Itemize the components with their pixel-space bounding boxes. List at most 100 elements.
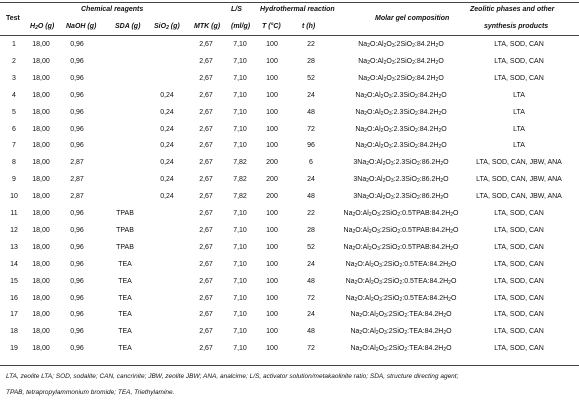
cell-molar: Na2O:Al2O3:2SiO2:0.5TPAB:84.2H2O	[343, 210, 459, 218]
cell-sio2: 0,24	[160, 159, 174, 167]
cell-products: LTA, SOD, CAN	[494, 345, 544, 353]
cell-naoh: 2,87	[70, 176, 84, 184]
cell-test: 15	[10, 277, 18, 285]
cell-h2o: 18,00	[32, 260, 50, 268]
cell-sio2: 0,24	[160, 108, 174, 116]
cell-molar: Na2O:Al2O3:2SiO2:0.5TEA:84.2H2O	[345, 277, 457, 286]
cell-test: 4	[12, 91, 16, 99]
cell-naoh: 0,96	[70, 243, 84, 251]
cell-products: LTA	[513, 91, 525, 99]
cell-molar: Na2O:Al2O3:2SiO2:TEA:84.2H2O	[350, 328, 452, 337]
cell-t: 100	[266, 74, 278, 82]
cell-test: 14	[10, 260, 18, 268]
cell-molar: Na2O:Al2O3:2SiO2:84.2H2O	[358, 74, 444, 83]
cell-th: 48	[307, 193, 315, 201]
header-test: Test	[6, 15, 20, 22]
cell-products: LTA, SOD, CAN	[494, 311, 544, 319]
cell-mtk: 2,67	[199, 294, 213, 302]
cell-naoh: 0,96	[70, 226, 84, 234]
cell-molar: Na2O:Al2O3:2SiO2:0.5TPAB:84.2H2O	[343, 243, 459, 252]
header-sio2: SiO2 (g)	[154, 23, 180, 31]
cell-h2o: 18,00	[32, 108, 50, 116]
cell-products: LTA, SOD, CAN	[494, 74, 544, 82]
cell-molar: Na2O:Al2O3:2SiO2:0.5TPAB:84.2H2O	[343, 226, 459, 235]
cell-ls: 7,10	[233, 260, 247, 268]
cell-th: 72	[307, 345, 315, 353]
cell-mtk: 2,67	[199, 345, 213, 353]
cell-naoh: 0,96	[70, 260, 84, 268]
cell-mtk: 2,67	[199, 243, 213, 251]
header-ls: L/S	[231, 6, 242, 13]
cell-ls: 7,10	[233, 91, 247, 99]
cell-th: 96	[307, 142, 315, 150]
cell-ls: 7,10	[233, 294, 247, 302]
cell-t: 200	[266, 176, 278, 184]
cell-naoh: 0,96	[70, 57, 84, 65]
cell-products: LTA, SOD, CAN	[494, 328, 544, 336]
cell-products: LTA, SOD, CAN	[494, 210, 544, 217]
cell-products: LTA	[513, 108, 525, 116]
footnote-abbreviations-2: TPAB, tetrapropylammonium bromide; TEA, …	[6, 389, 175, 396]
cell-products: LTA, SOD, CAN, JBW, ANA	[476, 159, 562, 167]
cell-molar: Na2O:Al2O3:2.3SiO2:84.2H2O	[355, 91, 447, 100]
cell-th: 28	[307, 57, 315, 65]
cell-h2o: 18,00	[32, 328, 50, 336]
cell-mtk: 2,67	[199, 41, 213, 48]
cell-products: LTA, SOD, CAN	[494, 294, 544, 302]
cell-products: LTA, SOD, CAN	[494, 260, 544, 268]
cell-h2o: 18,00	[32, 311, 50, 319]
cell-h2o: 18,00	[32, 74, 50, 82]
cell-molar: 3Na2O:Al2O3:2.3SiO2:86.2H2O	[353, 193, 449, 202]
cell-mtk: 2,67	[199, 260, 213, 268]
cell-th: 28	[307, 226, 315, 234]
cell-ls: 7,10	[233, 57, 247, 65]
cell-ls: 7,82	[233, 159, 247, 167]
cell-h2o: 18,00	[32, 226, 50, 234]
cell-mtk: 2,67	[199, 193, 213, 201]
cell-test: 3	[12, 74, 16, 82]
cell-sda: TEA	[118, 260, 132, 268]
cell-sda: TEA	[118, 311, 132, 319]
cell-t: 100	[266, 91, 278, 99]
cell-test: 11	[10, 210, 18, 217]
cell-ls: 7,10	[233, 277, 247, 285]
cell-t: 100	[266, 260, 278, 268]
cell-t: 100	[266, 294, 278, 302]
header-ml-g: (ml/g)	[231, 23, 251, 30]
cell-th: 72	[307, 294, 315, 302]
cell-products: LTA, SOD, CAN, JBW, ANA	[476, 176, 562, 184]
cell-t: 100	[266, 277, 278, 285]
cell-sio2: 0,24	[160, 176, 174, 184]
cell-test: 6	[12, 125, 16, 133]
cell-sio2: 0,24	[160, 193, 174, 201]
cell-naoh: 0,96	[70, 91, 84, 99]
cell-ls: 7,10	[233, 142, 247, 150]
cell-t: 200	[266, 193, 278, 201]
cell-naoh: 0,96	[70, 210, 84, 217]
cell-mtk: 2,67	[199, 226, 213, 234]
cell-test: 7	[12, 142, 16, 150]
cell-th: 52	[307, 74, 315, 82]
cell-products: LTA, SOD, CAN	[494, 57, 544, 65]
cell-test: 13	[10, 243, 18, 251]
cell-th: 22	[307, 210, 315, 217]
cell-sio2: 0,24	[160, 91, 174, 99]
cell-t: 100	[266, 142, 278, 150]
cell-h2o: 18,00	[32, 243, 50, 251]
cell-molar: Na2O:Al2O3:2.3SiO2:84.2H2O	[355, 125, 447, 134]
cell-test: 2	[12, 57, 16, 65]
cell-molar: 3Na2O:Al2O3:2.3SiO2:86.2H2O	[353, 159, 449, 168]
cell-test: 12	[10, 226, 18, 234]
cell-th: 24	[307, 260, 315, 268]
cell-sda: TPAB	[116, 210, 134, 217]
cell-t: 200	[266, 159, 278, 167]
cell-th: 6	[309, 159, 313, 167]
cell-naoh: 0,96	[70, 277, 84, 285]
cell-t: 100	[266, 328, 278, 336]
cell-th: 48	[307, 277, 315, 285]
cell-h2o: 18,00	[32, 294, 50, 302]
cell-naoh: 0,96	[70, 294, 84, 302]
cell-h2o: 18,00	[32, 193, 50, 201]
header-naoh: NaOH (g)	[66, 23, 97, 30]
